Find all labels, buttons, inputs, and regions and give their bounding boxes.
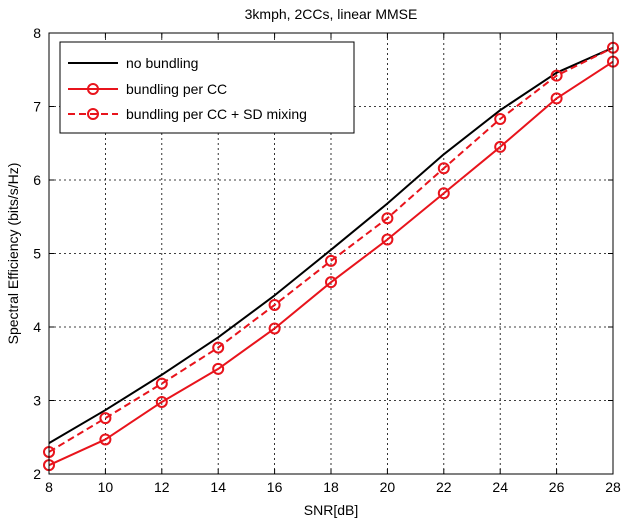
series-line-bundling-per-cc [48, 60, 614, 467]
data-point-bundling-per-cc [99, 433, 112, 446]
x-tick-label: 16 [267, 479, 283, 495]
x-tick-label: 24 [492, 479, 508, 495]
legend-label-bundling-per-cc: bundling per CC [126, 81, 227, 97]
data-point-bundling-per-cc [155, 395, 168, 408]
data-point-bundling-per-cc-sd-mixing [437, 162, 450, 175]
x-axis-label: SNR[dB] [304, 502, 358, 518]
y-tick-label: 7 [33, 99, 41, 115]
data-point-bundling-per-cc-sd-mixing [494, 112, 507, 125]
data-point-bundling-per-cc [437, 187, 450, 200]
data-point-bundling-per-cc [325, 276, 337, 289]
y-tick-label: 5 [33, 246, 41, 262]
x-tick-label: 18 [323, 479, 339, 495]
data-point-bundling-per-cc-sd-mixing [325, 254, 337, 267]
legend-marker-bundling-per-cc [87, 83, 99, 95]
legend-marker-bundling-per-cc-sd-mixing [87, 108, 99, 120]
data-point-bundling-per-cc-sd-mixing [212, 341, 225, 354]
legend-label-bundling-per-cc-sd-mixing: bundling per CC + SD mixing [126, 106, 307, 122]
x-tick-label: 10 [98, 479, 114, 495]
x-tick-label: 26 [549, 479, 565, 495]
x-tick-label: 14 [210, 479, 226, 495]
y-tick-label: 8 [33, 25, 41, 41]
grid-layer [49, 33, 613, 474]
y-tick-label: 3 [33, 393, 41, 409]
x-tick-label: 8 [45, 479, 53, 495]
data-point-bundling-per-cc [268, 322, 281, 335]
y-axis-label: Spectral Efficiency (bits/s/Hz) [5, 163, 21, 345]
x-tick-label: 20 [380, 479, 396, 495]
data-point-bundling-per-cc-sd-mixing [99, 412, 112, 425]
legend-entries: no bundling bundling per CC bundling per C… [68, 55, 307, 122]
series-line-bundling-per-cc-sd-mixing [48, 46, 614, 453]
data-point-bundling-per-cc-sd-mixing [268, 298, 281, 311]
series-no-bundling [48, 46, 614, 444]
series-layer [43, 41, 619, 472]
legend-box [59, 41, 355, 134]
x-tick-label: 12 [154, 479, 170, 495]
y-tick-label: 2 [33, 466, 41, 482]
data-point-bundling-per-cc [550, 92, 563, 105]
x-tick-label: 22 [436, 479, 452, 495]
legend-label-no-bundling: no bundling [126, 55, 198, 71]
data-point-bundling-per-cc [381, 233, 394, 246]
legend: no bundling bundling per CC bundling per C… [59, 41, 355, 134]
data-point-bundling-per-cc [212, 362, 225, 375]
y-tick-label: 6 [33, 172, 41, 188]
series-line-no-bundling [48, 46, 614, 444]
data-point-bundling-per-cc-sd-mixing [155, 377, 168, 390]
chart-title: 3kmph, 2CCs, linear MMSE [245, 6, 418, 22]
data-point-bundling-per-cc-sd-mixing [550, 69, 563, 82]
data-point-bundling-per-cc [494, 140, 507, 153]
tick-layer: 8 10 12 14 16 18 20 22 24 26 28 2 3 4 5 6 7 8 [33, 25, 621, 495]
data-point-bundling-per-cc-sd-mixing [381, 212, 394, 225]
y-tick-label: 4 [33, 319, 41, 335]
x-tick-label: 28 [605, 479, 621, 495]
